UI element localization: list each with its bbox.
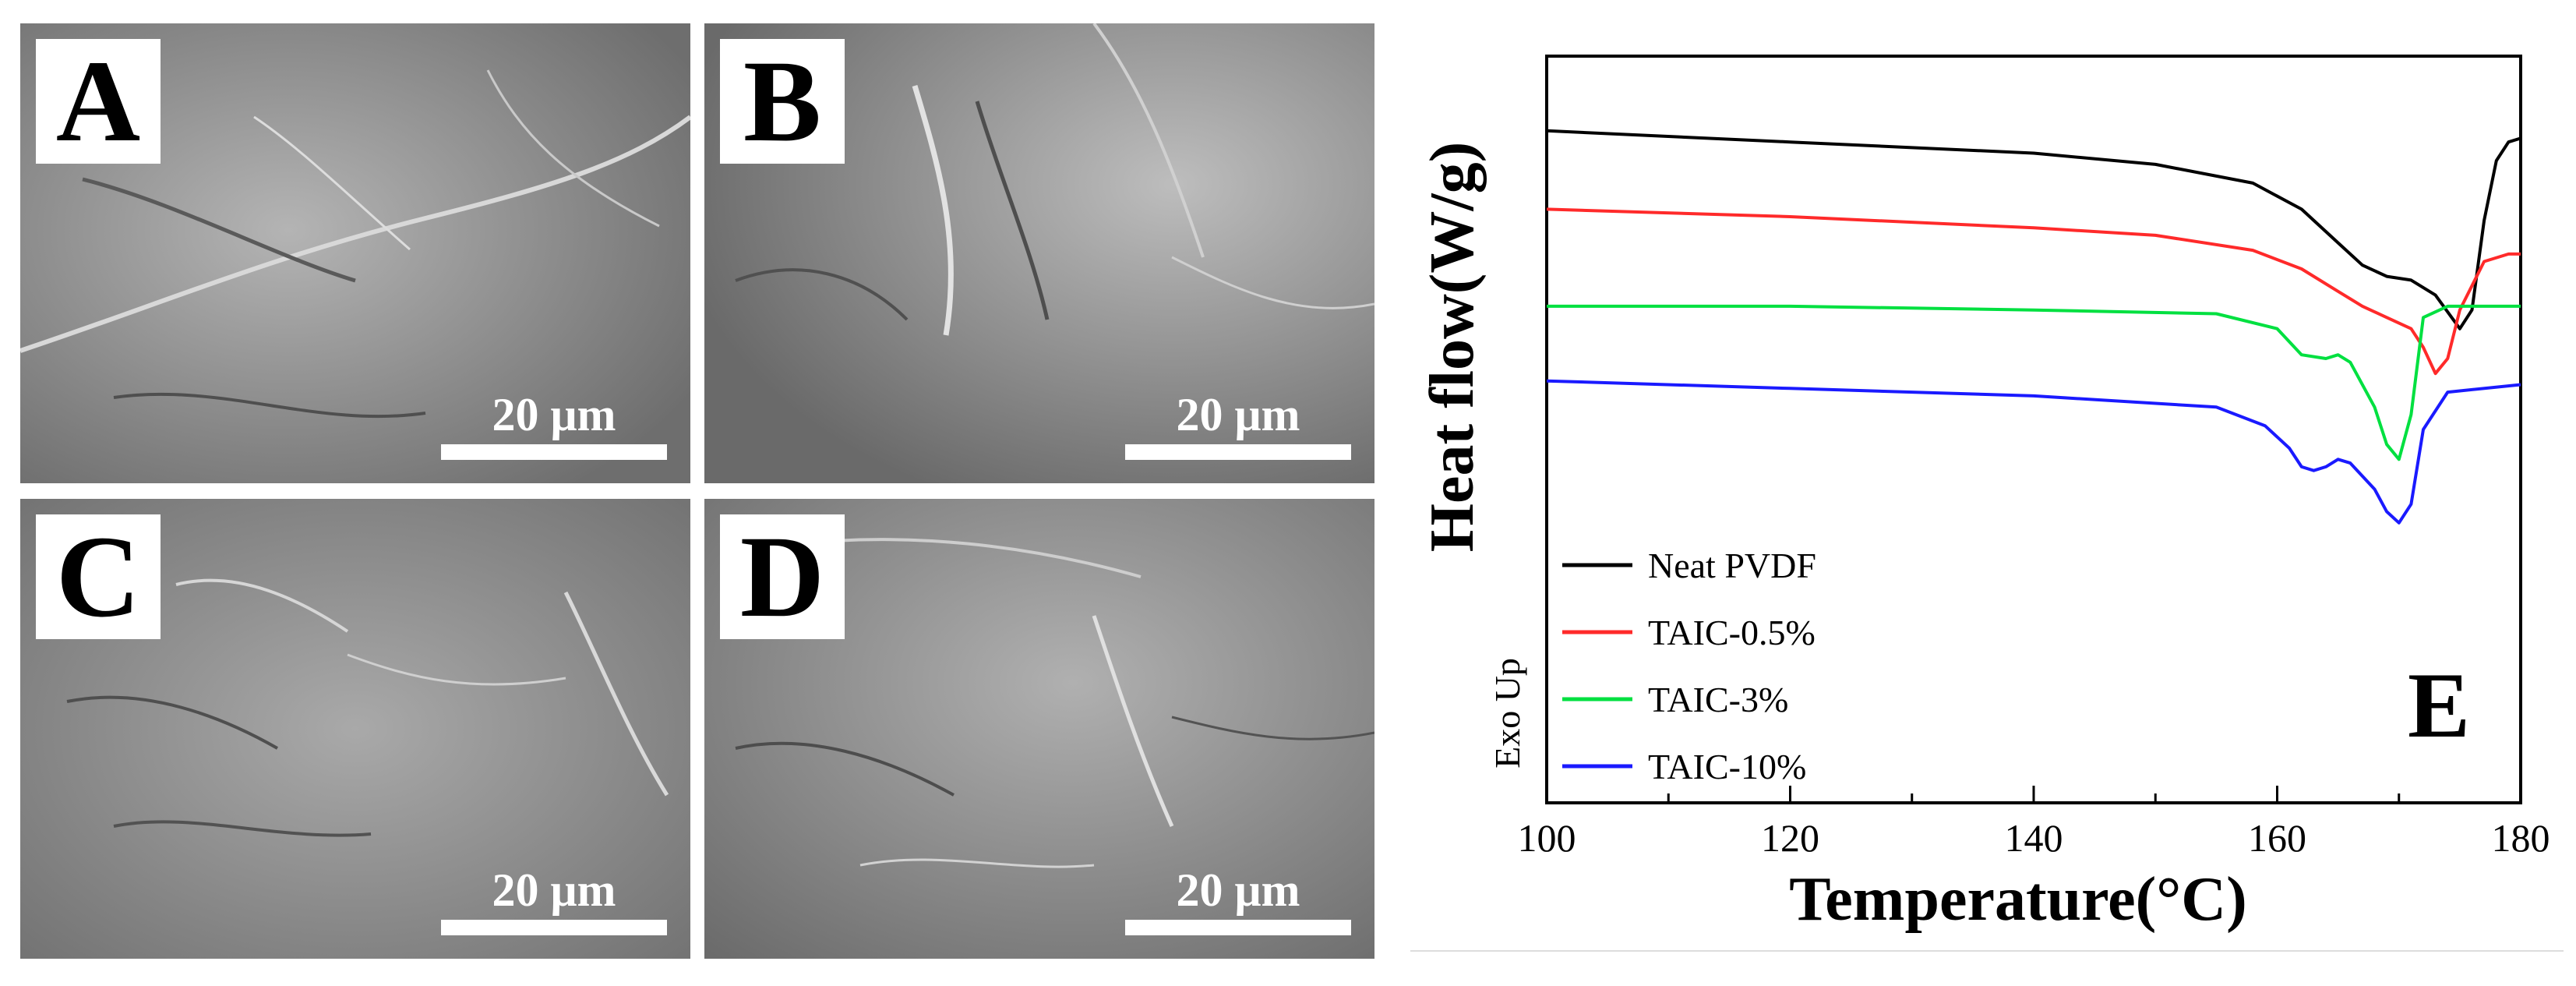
y-axis-title: Heat flow(W/g) [1418, 142, 1487, 553]
sem-panel-d: D 20 μm [704, 499, 1374, 959]
x-tick-label: 140 [2005, 816, 2063, 860]
sem-panel-b: B 20 μm [704, 23, 1374, 483]
legend-label: TAIC-0.5% [1648, 613, 1816, 652]
scale-bar-label-b: 20 μm [1176, 389, 1300, 440]
series-lines [1546, 129, 2521, 525]
scale-bar-label-a: 20 μm [492, 389, 616, 440]
x-tick-label: 180 [2492, 816, 2550, 860]
x-tick-label: 160 [2248, 816, 2306, 860]
scale-bar-a [441, 444, 667, 460]
series-line-2 [1547, 304, 2521, 461]
scale-bar-label-c: 20 μm [492, 864, 616, 916]
x-tick-label: 120 [1761, 816, 1819, 860]
legend-label: TAIC-3% [1648, 680, 1788, 719]
legend: Neat PVDF TAIC-0.5% TAIC-3% TAIC-10% [1562, 546, 1816, 786]
legend-label: TAIC-10% [1648, 747, 1806, 786]
x-axis-ticks: 100 120 140 160 180 [1518, 786, 2550, 860]
panel-letter-b: B [720, 39, 845, 164]
legend-label: Neat PVDF [1648, 546, 1816, 585]
scale-bar-d [1125, 920, 1351, 935]
panel-letter-a: A [36, 39, 161, 164]
scale-bar-b [1125, 444, 1351, 460]
panel-letter-c: C [36, 514, 161, 639]
series-line-0 [1546, 129, 2521, 330]
series-line-1 [1546, 207, 2521, 376]
series-line-3 [1546, 379, 2521, 525]
x-axis-title: Temperature(°C) [1789, 865, 2246, 934]
scale-bar-c [441, 920, 667, 935]
scale-bar-label-d: 20 μm [1176, 864, 1300, 916]
sem-panel-c: C 20 μm [20, 499, 690, 959]
panel-letter-e: E [2408, 653, 2470, 757]
panel-letter-d: D [720, 514, 845, 639]
plot-area [1410, 55, 2564, 952]
x-tick-label: 100 [1518, 816, 1576, 860]
exo-up-annotation: Exo Up [1487, 658, 1527, 769]
sem-panel-a: A 20 μm [20, 23, 690, 483]
